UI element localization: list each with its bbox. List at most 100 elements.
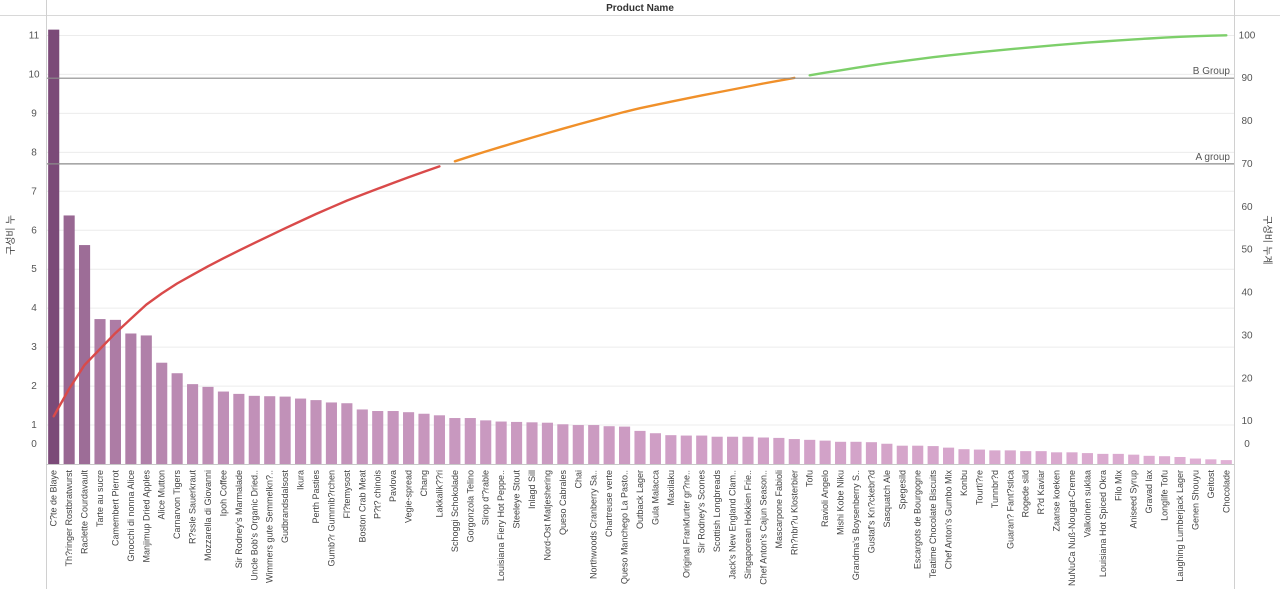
bar (387, 411, 399, 464)
x-category-label: Valkoinen suklaa (1082, 470, 1092, 537)
y2-tick-label: 20 (1241, 373, 1253, 384)
bar (511, 421, 523, 464)
bar (1004, 450, 1016, 464)
x-category-label: Queso Manchego La Pasto.. (620, 470, 630, 584)
x-category-label: Steeleye Stout (512, 470, 522, 529)
bar (341, 403, 353, 464)
bar (171, 373, 183, 464)
reference-line-label: A group (1196, 152, 1231, 163)
bar (79, 245, 91, 464)
bar (835, 441, 847, 464)
bar (202, 386, 214, 464)
axes: 0 1 2 3 4 5 6 7 8 9 10 11 0 10 20 30 40 50 60 70 80 90 100 C?te… (28, 0, 1256, 589)
x-category-label: R?d Kaviar (1036, 470, 1046, 515)
bar (480, 420, 492, 464)
bar (1097, 453, 1109, 464)
bar (156, 362, 168, 464)
x-category-label: Gustaf's Kn?ckebr?d (866, 470, 876, 553)
bar (727, 436, 739, 464)
bar (356, 409, 368, 464)
x-category-label: Gnocchi di nonna Alice (126, 470, 136, 562)
x-category-label: Northwoods Cranberry Sa.. (589, 470, 599, 579)
x-category-label: Manjimup Dried Apples (141, 470, 151, 563)
x-category-label: Perth Pasties (311, 470, 321, 524)
y-tick-label: 8 (31, 147, 37, 158)
bar (125, 333, 137, 464)
bar (264, 396, 276, 464)
x-category-label: Konbu (959, 470, 969, 496)
y-tick-label: 6 (31, 225, 37, 236)
x-category-label: Gula Malacca (650, 470, 660, 525)
x-category-label: Alice Mutton (157, 470, 167, 520)
x-category-label: Filo Mix (1113, 470, 1123, 501)
x-category-label: Uncle Bob's Organic Dried.. (249, 470, 259, 581)
x-category-label: Nord-Ost Matjeshering (542, 470, 552, 561)
x-category-label: Camembert Pierrot (110, 470, 120, 547)
bar (912, 445, 924, 464)
bar (418, 413, 430, 464)
x-category-label: Sir Rodney's Scones (697, 470, 707, 554)
y-tick-label: 1 (31, 420, 37, 431)
y2-tick-label: 80 (1241, 116, 1253, 127)
bar (187, 384, 199, 464)
x-category-label: Raclette Courdavault (80, 470, 90, 555)
x-category-label: Tourti?re (974, 470, 984, 505)
reference-line-label: B Group (1193, 66, 1231, 77)
bar (449, 418, 461, 464)
x-category-label: Chef Anton's Gumbo Mix (944, 470, 954, 570)
x-category-label: Chartreuse verte (604, 470, 614, 537)
x-category-label: Escargots de Bourgogne (913, 470, 923, 569)
x-category-label: Lakkalik??ri (434, 470, 444, 518)
bar (680, 435, 692, 464)
bar (603, 426, 615, 464)
bars (48, 29, 1232, 464)
bar (1081, 453, 1093, 464)
x-category-label: Longlife Tofu (1160, 470, 1170, 521)
x-category-label: Rh?nbr?u Klosterbier (789, 470, 799, 555)
bar (634, 430, 646, 464)
cumulative-line (453, 76, 796, 163)
bar (433, 415, 445, 464)
cumulative-lines (52, 34, 1228, 418)
x-category-label: Jack's New England Clam.. (728, 470, 738, 579)
x-category-label: Pavlova (388, 470, 398, 502)
bar (757, 437, 769, 464)
y2-tick-label: 50 (1241, 245, 1253, 256)
cumulative-line (52, 165, 441, 418)
bar (295, 398, 307, 464)
bar (711, 436, 723, 464)
x-category-label: Carnarvon Tigers (172, 470, 182, 540)
bar (233, 393, 245, 464)
x-category-label: R?ssle Sauerkraut (188, 470, 198, 545)
x-category-label: Chang (419, 470, 429, 497)
gridlines (46, 34, 1234, 426)
bar (881, 443, 893, 464)
bar (109, 319, 121, 464)
bar (742, 436, 754, 464)
bar (48, 29, 60, 464)
y2-tick-label: 0 (1244, 439, 1250, 450)
bar (557, 424, 569, 464)
x-category-label: Spegesild (897, 470, 907, 510)
y-tick-label: 3 (31, 342, 37, 353)
x-category-label: Rogede sild (1021, 470, 1031, 518)
x-category-label: Sirop d'?rable (481, 470, 491, 525)
x-category-label: Chocolade (1221, 470, 1231, 513)
x-category-label: Mozzarella di Giovanni (203, 470, 213, 561)
x-category-label: Original Frankfurter gr?ne.. (681, 470, 691, 578)
bar (927, 446, 939, 464)
x-category-label: Scottish Longbreads (712, 470, 722, 553)
x-category-label: Singaporean Hokkien Frie.. (743, 470, 753, 579)
bar (819, 440, 831, 464)
x-category-label: Tarte au sucre (95, 470, 105, 527)
x-category-label: Tunnbr?d (990, 470, 1000, 508)
bar (94, 319, 106, 464)
y2-tick-label: 30 (1241, 330, 1253, 341)
x-category-label: NuNuCa Nuß-Nougat-Creme (1067, 470, 1077, 586)
x-category-label: Gudbrandsdalsost (280, 470, 290, 544)
x-category-label: Gravad lax (1144, 470, 1154, 514)
x-category-label: Louisiana Fiery Hot Peppe.. (496, 470, 506, 581)
bar (495, 421, 507, 464)
